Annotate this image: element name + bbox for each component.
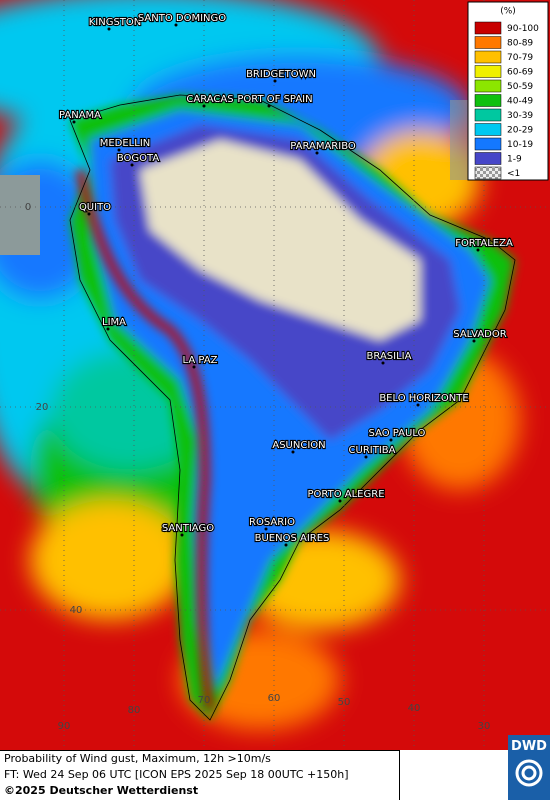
- legend-label: <1: [507, 169, 520, 179]
- legend-swatch: [474, 36, 502, 49]
- legend-swatch: [474, 21, 502, 35]
- city-dot: [174, 23, 178, 27]
- city-dot: [117, 148, 121, 152]
- city-label: CURITIBA: [349, 445, 396, 456]
- legend-swatch: [474, 123, 502, 136]
- footer: Probability of Wind gust, Maximum, 12h >…: [0, 750, 400, 800]
- legend-label: 50-59: [507, 82, 533, 92]
- city-label: BOGOTA: [117, 153, 160, 164]
- graticule-label: 70: [198, 695, 211, 706]
- legend-label: 70-79: [507, 53, 533, 63]
- logo: DWD: [508, 735, 550, 800]
- city-dot: [72, 120, 76, 124]
- footer-time: FT: Wed 24 Sep 06 UTC [ICON EPS 2025 Sep…: [4, 768, 349, 781]
- city-dot: [106, 327, 110, 331]
- footer-copyright: ©2025 Deutscher Wetterdienst: [4, 784, 199, 797]
- legend-label: 20-29: [507, 126, 533, 136]
- andes-band: [75, 168, 215, 711]
- city-label: PARAMARIBO: [290, 141, 356, 152]
- legend-unit: (%): [500, 7, 516, 17]
- legend-swatch: [474, 152, 502, 165]
- graticule-label: 80: [128, 705, 141, 716]
- city-label: SAO PAULO: [369, 428, 426, 439]
- continent: [70, 95, 515, 720]
- city-label: BRASILIA: [367, 351, 412, 362]
- probability-field: [0, 0, 520, 730]
- city-dot: [273, 79, 277, 83]
- city-dot: [364, 455, 368, 459]
- city-dot: [202, 104, 206, 108]
- city-label: ASUNCION: [272, 440, 325, 451]
- city-label: MEDELLIN: [100, 138, 151, 149]
- city-label: PORTO ALEGRE: [307, 489, 384, 500]
- legend-swatch: [474, 166, 502, 180]
- city-label: PANAMA: [59, 110, 101, 121]
- city-dot: [338, 499, 342, 503]
- legend-swatch: [474, 108, 502, 122]
- graticule-label: 30: [478, 721, 491, 732]
- legend-label: 1-9: [507, 155, 522, 165]
- legend: (%) 90-100 80-89 70-79 60-69 50-59 40-49 30-39…: [467, 1, 549, 181]
- legend-label: 90-100: [507, 24, 539, 34]
- legend-label: 60-69: [507, 68, 533, 78]
- city-label: PORT OF SPAIN: [237, 94, 312, 105]
- graticule-label: 40: [70, 605, 83, 616]
- city-label: FORTALEZA: [455, 238, 513, 249]
- city-label: BRIDGETOWN: [246, 69, 316, 80]
- city-label: LA PAZ: [183, 355, 218, 366]
- city-dot: [192, 365, 196, 369]
- city-label: SANTIAGO: [162, 523, 214, 534]
- city-label: ROSARIO: [249, 517, 295, 528]
- city-dot: [264, 527, 268, 531]
- graticule-label: 20: [36, 402, 49, 413]
- city-dot: [472, 339, 476, 343]
- city-label: KINGSTON: [89, 17, 142, 28]
- graticule-label: 0: [25, 202, 31, 213]
- city-dot: [476, 248, 480, 252]
- legend-label: 80-89: [507, 39, 533, 49]
- coastline: [69, 94, 516, 721]
- city-dot: [107, 27, 111, 31]
- city-label: CARACAS: [186, 94, 233, 105]
- city-dot: [130, 163, 134, 167]
- graticule: [0, 0, 550, 750]
- map: (%) 90-100 80-89 70-79 60-69 50-59 40-49 30-39…: [0, 0, 550, 750]
- footer-title: Probability of Wind gust, Maximum, 12h >…: [4, 752, 271, 765]
- city-dot: [389, 438, 393, 442]
- legend-swatch: [474, 79, 502, 93]
- city-label: QUITO: [79, 202, 111, 213]
- city-dot: [284, 543, 288, 547]
- city-dot: [180, 533, 184, 537]
- city-dot: [381, 361, 385, 365]
- legend-swatch: [474, 65, 502, 78]
- city-dot: [267, 104, 271, 108]
- legend-swatch: [474, 94, 502, 107]
- city-label: BELO HORIZONTE: [379, 393, 468, 404]
- legend-label: 40-49: [507, 97, 533, 107]
- logo-text: DWD: [511, 739, 547, 754]
- graticule-label: 60: [268, 693, 281, 704]
- city-dot: [315, 151, 319, 155]
- graticule-label: 40: [408, 703, 421, 714]
- no-data-area: [0, 175, 40, 255]
- logo-icon: [515, 759, 543, 787]
- city-dot: [291, 450, 295, 454]
- graticule-label: 90: [58, 721, 71, 732]
- city-dot: [87, 212, 91, 216]
- graticule-label: 50: [338, 697, 351, 708]
- city-label: SANTO DOMINGO: [138, 13, 226, 24]
- legend-label: 10-19: [507, 140, 533, 150]
- city-label: LIMA: [102, 317, 126, 328]
- legend-swatch: [474, 137, 502, 151]
- city-label: SALVADOR: [453, 329, 506, 340]
- legend-label: 30-39: [507, 111, 533, 121]
- city-dot: [416, 403, 420, 407]
- city-label: BUENOS AIRES: [255, 533, 330, 544]
- legend-swatch: [474, 50, 502, 64]
